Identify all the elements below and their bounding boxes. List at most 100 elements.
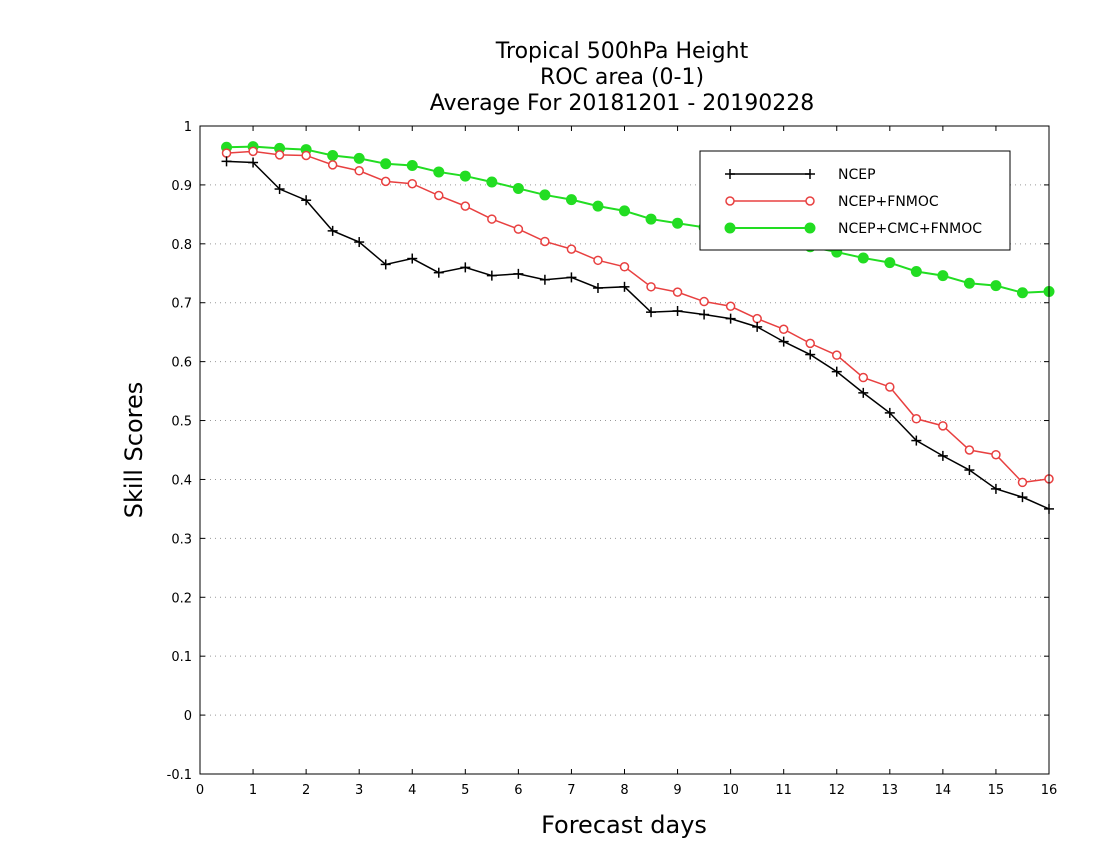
data-point xyxy=(910,266,922,278)
data-point xyxy=(725,313,736,324)
data-point xyxy=(221,148,232,158)
data-point xyxy=(937,450,948,461)
x-tick-label: 15 xyxy=(988,783,1005,798)
data-point xyxy=(1016,287,1028,299)
data-point xyxy=(884,257,896,269)
data-point xyxy=(645,213,657,225)
data-point xyxy=(486,270,497,281)
data-point xyxy=(646,282,656,292)
y-tick-label: 0.9 xyxy=(171,179,192,194)
data-point xyxy=(990,280,1002,292)
data-point xyxy=(938,421,948,431)
y-tick-label: 0.2 xyxy=(171,591,192,606)
y-tick-label: 0 xyxy=(184,709,192,724)
data-point xyxy=(354,237,365,248)
data-point xyxy=(566,244,577,254)
data-point xyxy=(248,157,259,168)
data-point xyxy=(592,283,603,293)
data-point xyxy=(990,483,1001,494)
data-point xyxy=(884,407,895,418)
legend-label: NCEP xyxy=(838,167,876,183)
data-point xyxy=(540,236,550,247)
data-point xyxy=(460,262,471,273)
y-axis-label: Skill Scores xyxy=(120,382,148,519)
data-point xyxy=(805,338,815,349)
data-point xyxy=(565,194,577,206)
x-tick-label: 5 xyxy=(461,783,469,798)
data-point xyxy=(937,270,949,282)
y-tick-label: 0.4 xyxy=(171,473,192,488)
data-point xyxy=(991,449,1001,460)
data-point xyxy=(1017,477,1028,488)
data-point xyxy=(964,445,975,455)
data-point xyxy=(778,324,789,334)
x-tick-label: 4 xyxy=(408,783,416,798)
legend-marker-left xyxy=(725,169,735,179)
legend-label: NCEP+FNMOC xyxy=(838,194,939,210)
data-point xyxy=(699,309,710,320)
x-tick-label: 7 xyxy=(567,783,575,798)
data-point xyxy=(407,178,417,189)
legend: NCEP NCEP+FNMOC NCEP+CMC+FNMOC xyxy=(699,150,1011,251)
axis-ticks: -0.100.10.20.30.40.50.60.70.80.910 1 2 3 4 5 6… xyxy=(167,120,1058,798)
data-point xyxy=(486,176,498,188)
data-point xyxy=(380,259,391,270)
chart-title-line-3: Average For 20181201 - 20190228 xyxy=(430,91,815,116)
data-point xyxy=(857,252,869,264)
data-point xyxy=(832,350,842,360)
y-tick-label: 0.5 xyxy=(171,415,192,430)
data-point xyxy=(327,149,339,161)
data-point xyxy=(592,200,604,212)
data-point xyxy=(512,182,524,194)
data-point xyxy=(885,382,895,392)
x-tick-label: 0 xyxy=(196,783,204,798)
x-tick-label: 2 xyxy=(302,783,310,798)
data-point xyxy=(672,305,683,316)
y-tick-label: 0.1 xyxy=(171,650,192,665)
x-tick-label: 1 xyxy=(249,783,257,798)
data-point xyxy=(433,166,445,178)
series-ncep-fnmoc xyxy=(221,146,1054,488)
data-point xyxy=(274,184,285,195)
data-point xyxy=(778,336,789,347)
x-tick-label: 16 xyxy=(1041,783,1058,798)
x-axis-label: Forecast days xyxy=(541,811,707,839)
series-line xyxy=(226,150,1050,484)
data-point xyxy=(619,281,630,292)
data-point xyxy=(248,146,258,157)
x-tick-label: 6 xyxy=(514,783,522,798)
data-point xyxy=(752,321,763,332)
data-point xyxy=(619,205,630,217)
data-point xyxy=(433,267,444,278)
data-point xyxy=(459,170,471,182)
data-point xyxy=(805,349,816,360)
data-point xyxy=(911,435,922,446)
x-tick-label: 3 xyxy=(355,783,363,798)
chart-title: Tropical 500hPa Height ROC area (0-1) Av… xyxy=(430,39,815,116)
plot-frame xyxy=(199,125,1050,775)
data-point xyxy=(963,277,975,289)
data-point xyxy=(354,166,364,176)
x-tick-label: 11 xyxy=(775,783,792,798)
legend-entry: NCEP+FNMOC xyxy=(725,194,939,210)
data-point xyxy=(539,189,551,201)
data-point xyxy=(301,195,312,206)
legend-marker-right xyxy=(805,169,815,179)
series-ncep xyxy=(221,156,1054,514)
data-point xyxy=(407,253,418,264)
data-point xyxy=(460,201,471,211)
data-point xyxy=(327,160,338,170)
data-point xyxy=(539,274,550,285)
y-tick-label: 0.7 xyxy=(171,297,192,312)
data-point xyxy=(725,301,736,312)
data-point xyxy=(301,150,311,161)
legend-marker-left xyxy=(724,222,736,234)
y-tick-label: 0.8 xyxy=(171,238,192,253)
data-point xyxy=(964,465,975,476)
data-point xyxy=(831,366,842,377)
data-point xyxy=(566,272,577,283)
chart-title-line-2: ROC area (0-1) xyxy=(540,65,704,90)
data-point xyxy=(911,414,922,424)
data-point xyxy=(380,176,391,187)
